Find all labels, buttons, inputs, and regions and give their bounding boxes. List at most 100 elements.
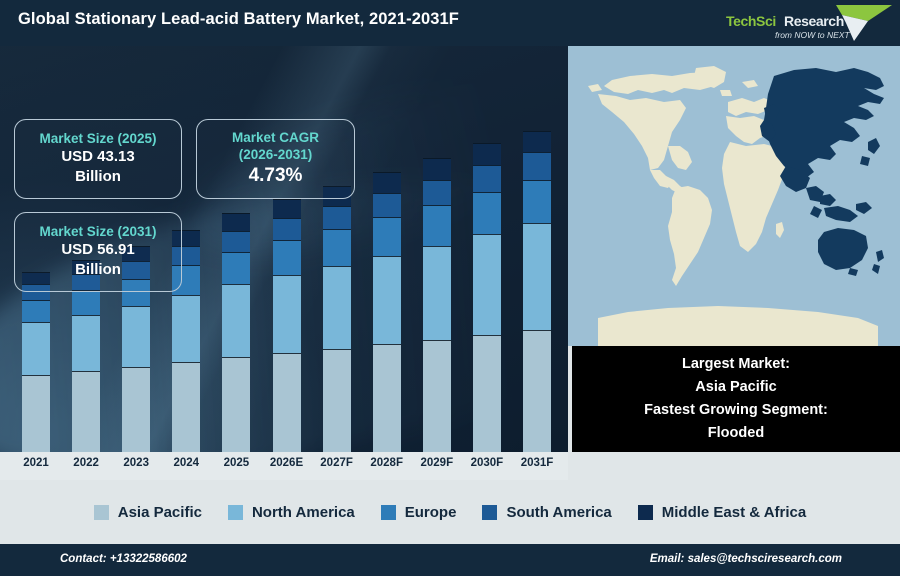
bar-segment: [472, 165, 501, 192]
bar-segment: [322, 265, 351, 349]
key-facts-box: Largest Market: Asia Pacific Fastest Gro…: [572, 346, 900, 452]
bar-segment: [272, 218, 301, 241]
x-axis-labels: 2021 2022 2023 2024 2025 2026E 2027F 2028F 2029F…: [0, 452, 568, 480]
header-bar: Global Stationary Lead-acid Battery Mark…: [0, 0, 900, 46]
card-value: USD 43.13: [61, 148, 135, 165]
bar-segment: [523, 152, 551, 181]
svg-text:from NOW to NEXT: from NOW to NEXT: [775, 30, 850, 40]
bar-segment: [22, 284, 50, 300]
bar-segment: [523, 131, 551, 153]
bar-segment: [122, 260, 151, 279]
x-axis-tick: 2023: [123, 457, 149, 469]
legend-swatch-icon: [93, 504, 109, 520]
card-label: Market CAGR: [231, 130, 320, 145]
card-label-period: (2026-2031): [238, 147, 313, 162]
x-axis-tick: 2022: [73, 457, 99, 469]
legend-label: North America: [251, 503, 355, 521]
card-unit: Billion: [75, 168, 121, 185]
bar-segment: [122, 245, 151, 261]
bar-segment: [222, 251, 251, 285]
card-value: USD 56.91: [61, 241, 135, 258]
bar-segment: [422, 204, 451, 246]
bar-segment: [222, 284, 251, 358]
legend-label: Asia Pacific: [117, 503, 202, 521]
bar-column: [523, 131, 551, 452]
legend-swatch-icon: [227, 504, 243, 520]
bar-segment: [122, 278, 151, 306]
bar-segment: [322, 228, 351, 266]
bar-column: [72, 259, 101, 452]
footer-bar: Contact: +13322586602 Email: sales@techs…: [0, 544, 900, 576]
bar-segment: [372, 216, 401, 256]
bar-segment: [372, 255, 401, 345]
bar-segment: [472, 191, 501, 235]
bar-segment: [72, 371, 101, 452]
stacked-bar-chart: [0, 46, 568, 452]
world-map-svg: [568, 46, 900, 346]
bar-segment: [22, 374, 50, 452]
bar-column: [272, 199, 301, 452]
card-label: Market Size (2031): [39, 224, 157, 239]
bar-column: [422, 158, 451, 452]
bar-segment: [72, 259, 101, 274]
svg-text:Research: Research: [784, 13, 844, 29]
bar-segment: [523, 330, 551, 452]
bar-column: [222, 212, 251, 452]
bar-segment: [22, 271, 50, 285]
card-market-size-2025: Market Size (2025) USD 43.13 Billion: [14, 119, 182, 199]
legend-item-europe[interactable]: Europe: [380, 503, 457, 521]
bar-segment: [472, 334, 501, 452]
card-market-cagr: Market CAGR (2026-2031) 4.73%: [196, 119, 355, 199]
card-market-size-2031: Market Size (2031) USD 56.91 Billion: [14, 212, 182, 292]
x-axis-tick: 2029F: [420, 457, 454, 469]
bar-segment: [222, 357, 251, 452]
bar-segment: [322, 205, 351, 229]
bar-segment: [372, 192, 401, 217]
bar-column: [22, 271, 50, 452]
bar-segment: [272, 240, 301, 276]
bar-column: [472, 143, 501, 452]
legend-item-south-america[interactable]: South America: [482, 503, 612, 521]
legend-label: South America: [506, 503, 612, 521]
bar-column: [322, 185, 351, 452]
bar-segment: [172, 362, 201, 452]
bar-segment: [422, 158, 451, 180]
bar-segment: [272, 275, 301, 354]
world-map: [568, 46, 900, 346]
card-unit: Billion: [75, 261, 121, 278]
footer-contact: Contact: +13322586602: [60, 553, 187, 565]
legend-item-middle-east-africa[interactable]: Middle East & Africa: [637, 504, 806, 521]
map-land-default: [588, 66, 878, 346]
bar-segment: [172, 229, 201, 247]
bar-segment: [422, 245, 451, 340]
svg-text:TechSci: TechSci: [726, 13, 776, 29]
bar-segment: [122, 305, 151, 367]
x-axis-tick: 2028F: [370, 457, 403, 469]
x-axis-tick: 2026E: [269, 457, 304, 469]
bar-segment: [222, 230, 251, 252]
largest-market-label: Largest Market:: [682, 356, 790, 372]
x-axis-tick: 2027F: [320, 457, 353, 469]
x-axis-tick: 2030F: [470, 457, 504, 469]
x-axis-tick: 2021: [23, 457, 49, 469]
bar-segment: [272, 353, 301, 452]
bar-segment: [523, 222, 551, 331]
legend-item-asia-pacific[interactable]: Asia Pacific: [93, 503, 202, 521]
legend-swatch-icon: [482, 504, 498, 520]
map-land-highlight-asia-pacific: [760, 68, 884, 276]
bar-segment: [72, 273, 101, 291]
bar-column: [372, 171, 401, 452]
fastest-segment-label: Fastest Growing Segment:: [644, 402, 828, 418]
footer-email: Email: sales@techsciresearch.com: [649, 553, 842, 565]
bar-segment: [22, 322, 50, 375]
legend-label: Europe: [404, 503, 457, 521]
bar-segment: [172, 295, 201, 363]
bar-segment: [272, 199, 301, 219]
techsci-research-logo: TechSci Research from NOW to NEXT: [718, 1, 896, 46]
bar-column: [122, 245, 151, 452]
legend-item-north-america[interactable]: North America: [227, 503, 355, 521]
bar-column: [172, 229, 201, 452]
bar-segment: [122, 366, 151, 452]
x-axis-tick: 2031F: [520, 457, 554, 469]
